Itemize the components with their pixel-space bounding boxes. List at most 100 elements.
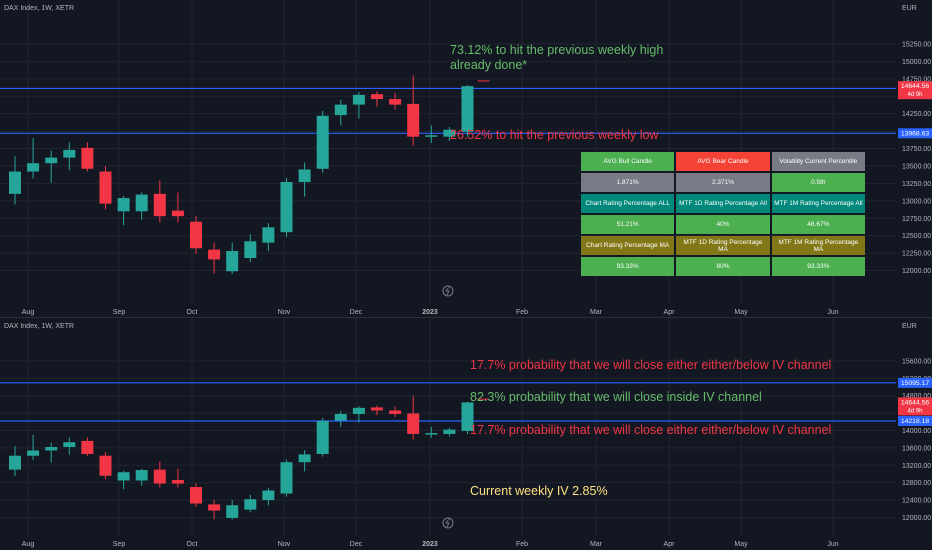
candle — [316, 420, 329, 454]
candle — [226, 505, 239, 518]
level-price-label-text: 15095.17 — [901, 380, 930, 387]
y-tick-label: 12800.00 — [902, 480, 931, 487]
candle — [45, 447, 58, 451]
candle — [298, 454, 311, 463]
price-pane-top[interactable]: 12000.00 12250.00 12500.00 12750.00 13000.00… — [0, 0, 932, 318]
x-tick-label: Mar — [590, 309, 603, 316]
last-price-label — [898, 81, 932, 100]
candle — [262, 490, 275, 501]
candle — [334, 413, 347, 421]
stats-cell: MTF 1M Rating Percentage MA — [771, 236, 865, 255]
candle — [135, 470, 148, 481]
stats-cell: 40% — [676, 215, 770, 234]
candle — [425, 433, 438, 435]
candle — [407, 103, 420, 137]
candle — [461, 402, 474, 431]
candle — [117, 198, 130, 212]
annotation-already-done: already done* — [450, 58, 528, 72]
price-pane-bottom[interactable]: 12000.00 12400.00 12800.00 13200.00 13600.00… — [0, 318, 932, 550]
candle — [298, 169, 311, 183]
last-price-label-text: 14644.56 — [901, 83, 930, 90]
stats-row: 93.33% 80% 93.33% — [581, 257, 865, 276]
x-tick-label: Dec — [350, 541, 363, 548]
candle — [443, 129, 456, 137]
stats-cell: Chart Rating Percentage ALL — [581, 194, 675, 213]
candle — [190, 221, 202, 249]
stats-cell: AVG Bear Candle — [676, 152, 770, 171]
stats-cell: 2.371% — [676, 173, 770, 192]
candle — [27, 450, 40, 456]
candle — [208, 249, 221, 260]
candle — [63, 149, 76, 158]
stats-cell: 1.871% — [581, 173, 675, 192]
x-tick-label: Oct — [187, 541, 198, 548]
candle — [262, 227, 275, 243]
annotation-upper-probability: 17.7% probability that we will close eit… — [470, 358, 832, 372]
stats-row: Chart Rating Percentage MA MTF 1D Rating … — [581, 236, 865, 255]
stats-cell: Chart Rating Percentage MA — [581, 236, 675, 255]
pane-separator[interactable] — [0, 317, 932, 318]
annotation-weekly-high: 73.12% to hit the previous weekly high — [450, 43, 664, 57]
candle — [244, 241, 257, 258]
stats-row: Chart Rating Percentage ALL MTF 1D Rating… — [581, 194, 865, 213]
stats-cell: MTF 1M Rating Percentage All — [771, 194, 865, 213]
y-tick-label: 14000.00 — [902, 428, 931, 435]
last-price-label-text: 14644.56 — [901, 399, 930, 406]
candle — [27, 163, 40, 172]
y-tick-label: 13250.00 — [902, 181, 931, 188]
x-tick-label: Jun — [827, 309, 838, 316]
candle — [63, 442, 76, 448]
x-tick-label: Mar — [590, 541, 603, 548]
stats-cell: 93.33% — [581, 257, 675, 276]
x-tick-label: Aug — [22, 309, 35, 316]
candle — [425, 135, 438, 137]
candle — [407, 413, 420, 434]
last-price-label-sub: 4d 9h — [907, 92, 922, 98]
x-tick-label: Apr — [664, 309, 676, 316]
lightning-icon — [442, 517, 454, 529]
x-tick-label: 2023 — [422, 309, 438, 316]
y-tick-label: 14800.00 — [902, 393, 931, 400]
y-tick-label: 13500.00 — [902, 163, 931, 170]
x-tick-label: May — [734, 541, 748, 548]
candle — [244, 499, 257, 510]
y-tick-label: 12000.00 — [902, 268, 931, 275]
last-price-label — [898, 397, 932, 416]
x-tick-label: Dec — [350, 309, 363, 316]
level-price-label — [898, 128, 932, 139]
stats-cell: 0.5th — [771, 173, 865, 192]
stats-cell: 46.67% — [771, 215, 865, 234]
x-tick-label: Nov — [278, 309, 291, 316]
y-tick-label: 13750.00 — [902, 146, 931, 153]
y-tick-label: 14750.00 — [902, 76, 931, 83]
candle — [153, 193, 166, 217]
x-tick-label: Aug — [22, 541, 35, 548]
y-tick-label: 13600.00 — [902, 445, 931, 452]
annotation-lower-probability: 17.7% probability that we will close eit… — [470, 423, 832, 437]
lightning-icon-glyph — [445, 286, 450, 296]
candle — [9, 171, 21, 194]
x-tick-label: Sep — [113, 309, 126, 316]
stats-cell: Volatility Current Percentile — [771, 152, 865, 171]
stats-row: 51.21% 40% 46.67% — [581, 215, 865, 234]
level-price-label-text: 14218.18 — [901, 418, 930, 425]
last-price-label-sub: 4d 9h — [907, 408, 922, 414]
candle — [371, 94, 383, 100]
y-tick-label: 13200.00 — [902, 463, 931, 470]
candle — [389, 99, 402, 105]
stats-row: 1.871% 2.371% 0.5th — [581, 173, 865, 192]
candlestick-chart-bottom[interactable]: 12000.00 12400.00 12800.00 13200.00 13600.00… — [0, 318, 932, 550]
x-tick-label: Sep — [113, 541, 126, 548]
candle — [9, 455, 21, 470]
y-tick-label: 15000.00 — [902, 59, 931, 66]
x-tick-label: Oct — [187, 309, 198, 316]
candle — [45, 157, 58, 164]
candle — [316, 115, 329, 169]
stats-table: AVG Bull Candle AVG Bear Candle Volatility… — [579, 150, 867, 278]
y-tick-label: 14250.00 — [902, 111, 931, 118]
candle — [190, 487, 202, 504]
candle — [99, 171, 112, 204]
stats-cell: 51.21% — [581, 215, 675, 234]
y-tick-label: 12500.00 — [902, 233, 931, 240]
stats-cell: 80% — [676, 257, 770, 276]
